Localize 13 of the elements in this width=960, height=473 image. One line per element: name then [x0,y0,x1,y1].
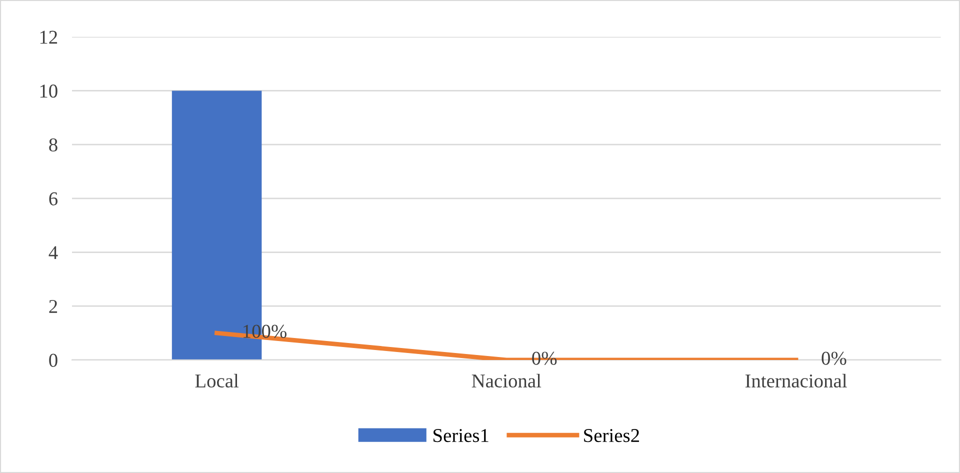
y-tick-label: 12 [40,30,58,44]
x-tick-label: Nacional [472,374,542,388]
data-label: 0% [822,352,846,365]
x-tick-label: Internacional [745,374,847,388]
legend-label: Series2 [584,429,639,442]
y-tick-label: 6 [49,192,58,206]
y-tick-label: 10 [40,84,58,98]
y-tick-label: 2 [49,300,58,313]
y-tick-label: 8 [49,138,58,152]
y-tick-label: 0 [49,354,58,367]
x-tick-label: Local [195,374,239,388]
legend-label: Series1 [434,429,488,442]
y-tick-label: 4 [48,246,58,260]
